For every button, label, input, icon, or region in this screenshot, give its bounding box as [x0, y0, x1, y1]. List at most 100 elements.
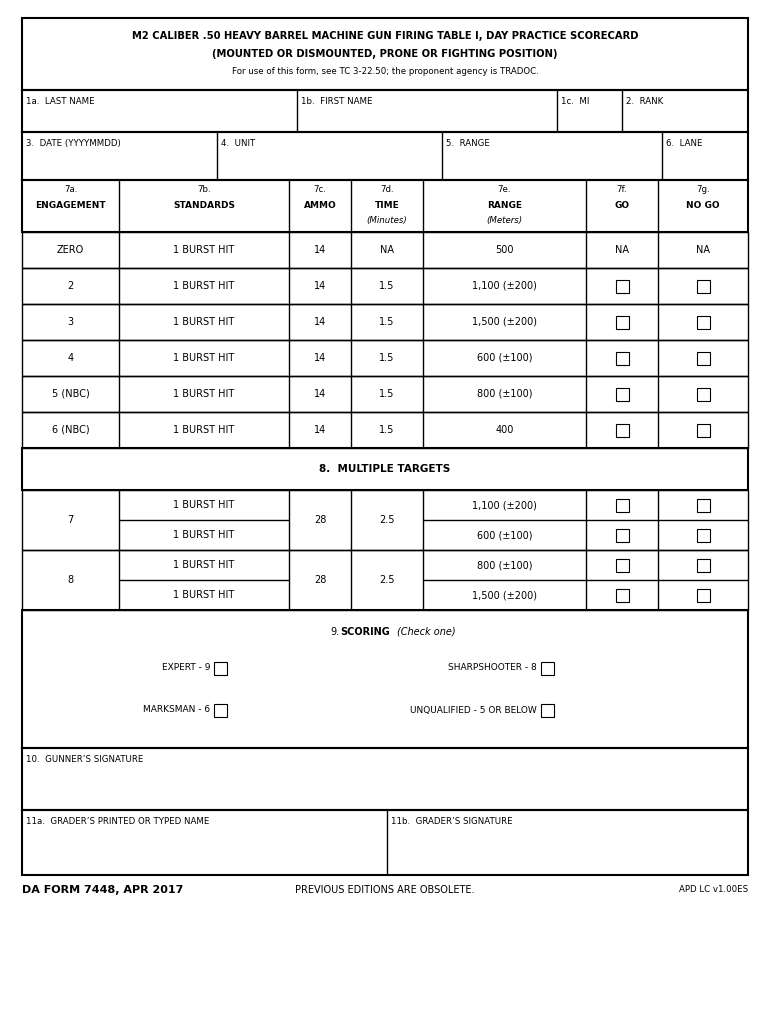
Text: 7c.: 7c. — [313, 184, 326, 194]
Text: 10.  GUNNER’S SIGNATURE: 10. GUNNER’S SIGNATURE — [26, 755, 143, 764]
Text: 1 BURST HIT: 1 BURST HIT — [173, 317, 235, 327]
Text: 14: 14 — [314, 425, 326, 435]
Text: UNQUALIFIED - 5 OR BELOW: UNQUALIFIED - 5 OR BELOW — [410, 706, 537, 715]
Bar — [22, 90, 748, 132]
Bar — [214, 703, 227, 717]
Bar — [22, 550, 748, 610]
Text: 5 (NBC): 5 (NBC) — [52, 389, 89, 399]
Text: 14: 14 — [314, 317, 326, 327]
Text: SHARPSHOOTER - 8: SHARPSHOOTER - 8 — [448, 664, 537, 673]
Text: 7: 7 — [68, 515, 74, 525]
Text: 14: 14 — [314, 245, 326, 255]
Text: (Minutes): (Minutes) — [367, 215, 407, 224]
Text: 11b.  GRADER’S SIGNATURE: 11b. GRADER’S SIGNATURE — [391, 817, 513, 826]
Bar — [697, 387, 709, 400]
Text: 1.5: 1.5 — [380, 353, 395, 362]
Text: 1.5: 1.5 — [380, 317, 395, 327]
Text: 14: 14 — [314, 353, 326, 362]
Text: (MOUNTED OR DISMOUNTED, PRONE OR FIGHTING POSITION): (MOUNTED OR DISMOUNTED, PRONE OR FIGHTIN… — [213, 49, 557, 59]
Bar — [22, 610, 748, 748]
Bar — [22, 748, 748, 810]
Text: NO GO: NO GO — [686, 202, 720, 211]
Text: 1c.  MI: 1c. MI — [561, 97, 589, 106]
Bar — [22, 340, 748, 376]
Bar — [615, 315, 628, 329]
Text: (Meters): (Meters) — [487, 215, 523, 224]
Text: 7a.: 7a. — [64, 184, 77, 194]
Text: (Check one): (Check one) — [397, 627, 456, 637]
Bar — [615, 351, 628, 365]
Text: 1 BURST HIT: 1 BURST HIT — [173, 245, 235, 255]
Text: APD LC v1.00ES: APD LC v1.00ES — [679, 885, 748, 894]
Text: RANGE: RANGE — [487, 202, 522, 211]
Text: 1 BURST HIT: 1 BURST HIT — [173, 560, 235, 570]
Text: 4: 4 — [68, 353, 74, 362]
Text: 1 BURST HIT: 1 BURST HIT — [173, 425, 235, 435]
Text: 9.: 9. — [330, 627, 339, 637]
Bar — [697, 558, 709, 571]
Text: 8.  MULTIPLE TARGETS: 8. MULTIPLE TARGETS — [320, 464, 450, 474]
Text: 500: 500 — [495, 245, 514, 255]
Text: 7f.: 7f. — [617, 184, 628, 194]
Bar — [22, 232, 748, 268]
Text: 3.  DATE (YYYYMMDD): 3. DATE (YYYYMMDD) — [26, 139, 121, 148]
Text: 14: 14 — [314, 389, 326, 399]
Text: NA: NA — [615, 245, 629, 255]
Text: 1 BURST HIT: 1 BURST HIT — [173, 389, 235, 399]
Bar — [615, 387, 628, 400]
Text: 2.5: 2.5 — [380, 575, 395, 585]
Text: 600 (±100): 600 (±100) — [477, 353, 532, 362]
Bar — [697, 424, 709, 436]
Bar — [541, 662, 554, 675]
Bar — [22, 18, 748, 90]
Bar — [615, 589, 628, 601]
Bar — [22, 412, 748, 449]
Text: 7e.: 7e. — [497, 184, 511, 194]
Text: 1,100 (±200): 1,100 (±200) — [472, 281, 537, 291]
Text: 1 BURST HIT: 1 BURST HIT — [173, 590, 235, 600]
Bar — [697, 528, 709, 542]
Text: 5.  RANGE: 5. RANGE — [446, 139, 490, 148]
Bar — [697, 499, 709, 512]
Text: GO: GO — [614, 202, 630, 211]
Text: 8: 8 — [68, 575, 74, 585]
Text: 1a.  LAST NAME: 1a. LAST NAME — [26, 97, 95, 106]
Text: NA: NA — [696, 245, 710, 255]
Text: 1,100 (±200): 1,100 (±200) — [472, 500, 537, 510]
Bar — [615, 528, 628, 542]
Text: 1b.  FIRST NAME: 1b. FIRST NAME — [301, 97, 373, 106]
Text: 1.5: 1.5 — [380, 389, 395, 399]
Text: ENGAGEMENT: ENGAGEMENT — [35, 202, 105, 211]
Text: ZERO: ZERO — [57, 245, 84, 255]
Text: 14: 14 — [314, 281, 326, 291]
Text: 600 (±100): 600 (±100) — [477, 530, 532, 540]
Text: 6.  LANE: 6. LANE — [666, 139, 702, 148]
Text: 800 (±100): 800 (±100) — [477, 560, 532, 570]
Text: 7g.: 7g. — [696, 184, 710, 194]
Text: TIME: TIME — [375, 202, 400, 211]
Text: 1 BURST HIT: 1 BURST HIT — [173, 530, 235, 540]
Bar — [697, 351, 709, 365]
Text: 2.5: 2.5 — [380, 515, 395, 525]
Bar — [22, 268, 748, 304]
Text: SCORING: SCORING — [340, 627, 390, 637]
Text: EXPERT - 9: EXPERT - 9 — [162, 664, 210, 673]
Text: AMMO: AMMO — [303, 202, 336, 211]
Text: M2 CALIBER .50 HEAVY BARREL MACHINE GUN FIRING TABLE I, DAY PRACTICE SCORECARD: M2 CALIBER .50 HEAVY BARREL MACHINE GUN … — [132, 31, 638, 41]
Text: DA FORM 7448, APR 2017: DA FORM 7448, APR 2017 — [22, 885, 183, 895]
Bar — [22, 449, 748, 490]
Text: 4.  UNIT: 4. UNIT — [221, 139, 255, 148]
Bar — [22, 490, 748, 550]
Bar — [214, 662, 227, 675]
Text: NA: NA — [380, 245, 394, 255]
Bar — [22, 304, 748, 340]
Text: For use of this form, see TC 3-22.50; the proponent agency is TRADOC.: For use of this form, see TC 3-22.50; th… — [232, 68, 538, 77]
Text: 1.5: 1.5 — [380, 281, 395, 291]
Bar — [541, 703, 554, 717]
Text: 3: 3 — [68, 317, 74, 327]
Bar — [22, 132, 748, 180]
Text: 800 (±100): 800 (±100) — [477, 389, 532, 399]
Text: STANDARDS: STANDARDS — [173, 202, 235, 211]
Text: 1,500 (±200): 1,500 (±200) — [472, 590, 537, 600]
Text: PREVIOUS EDITIONS ARE OBSOLETE.: PREVIOUS EDITIONS ARE OBSOLETE. — [295, 885, 475, 895]
